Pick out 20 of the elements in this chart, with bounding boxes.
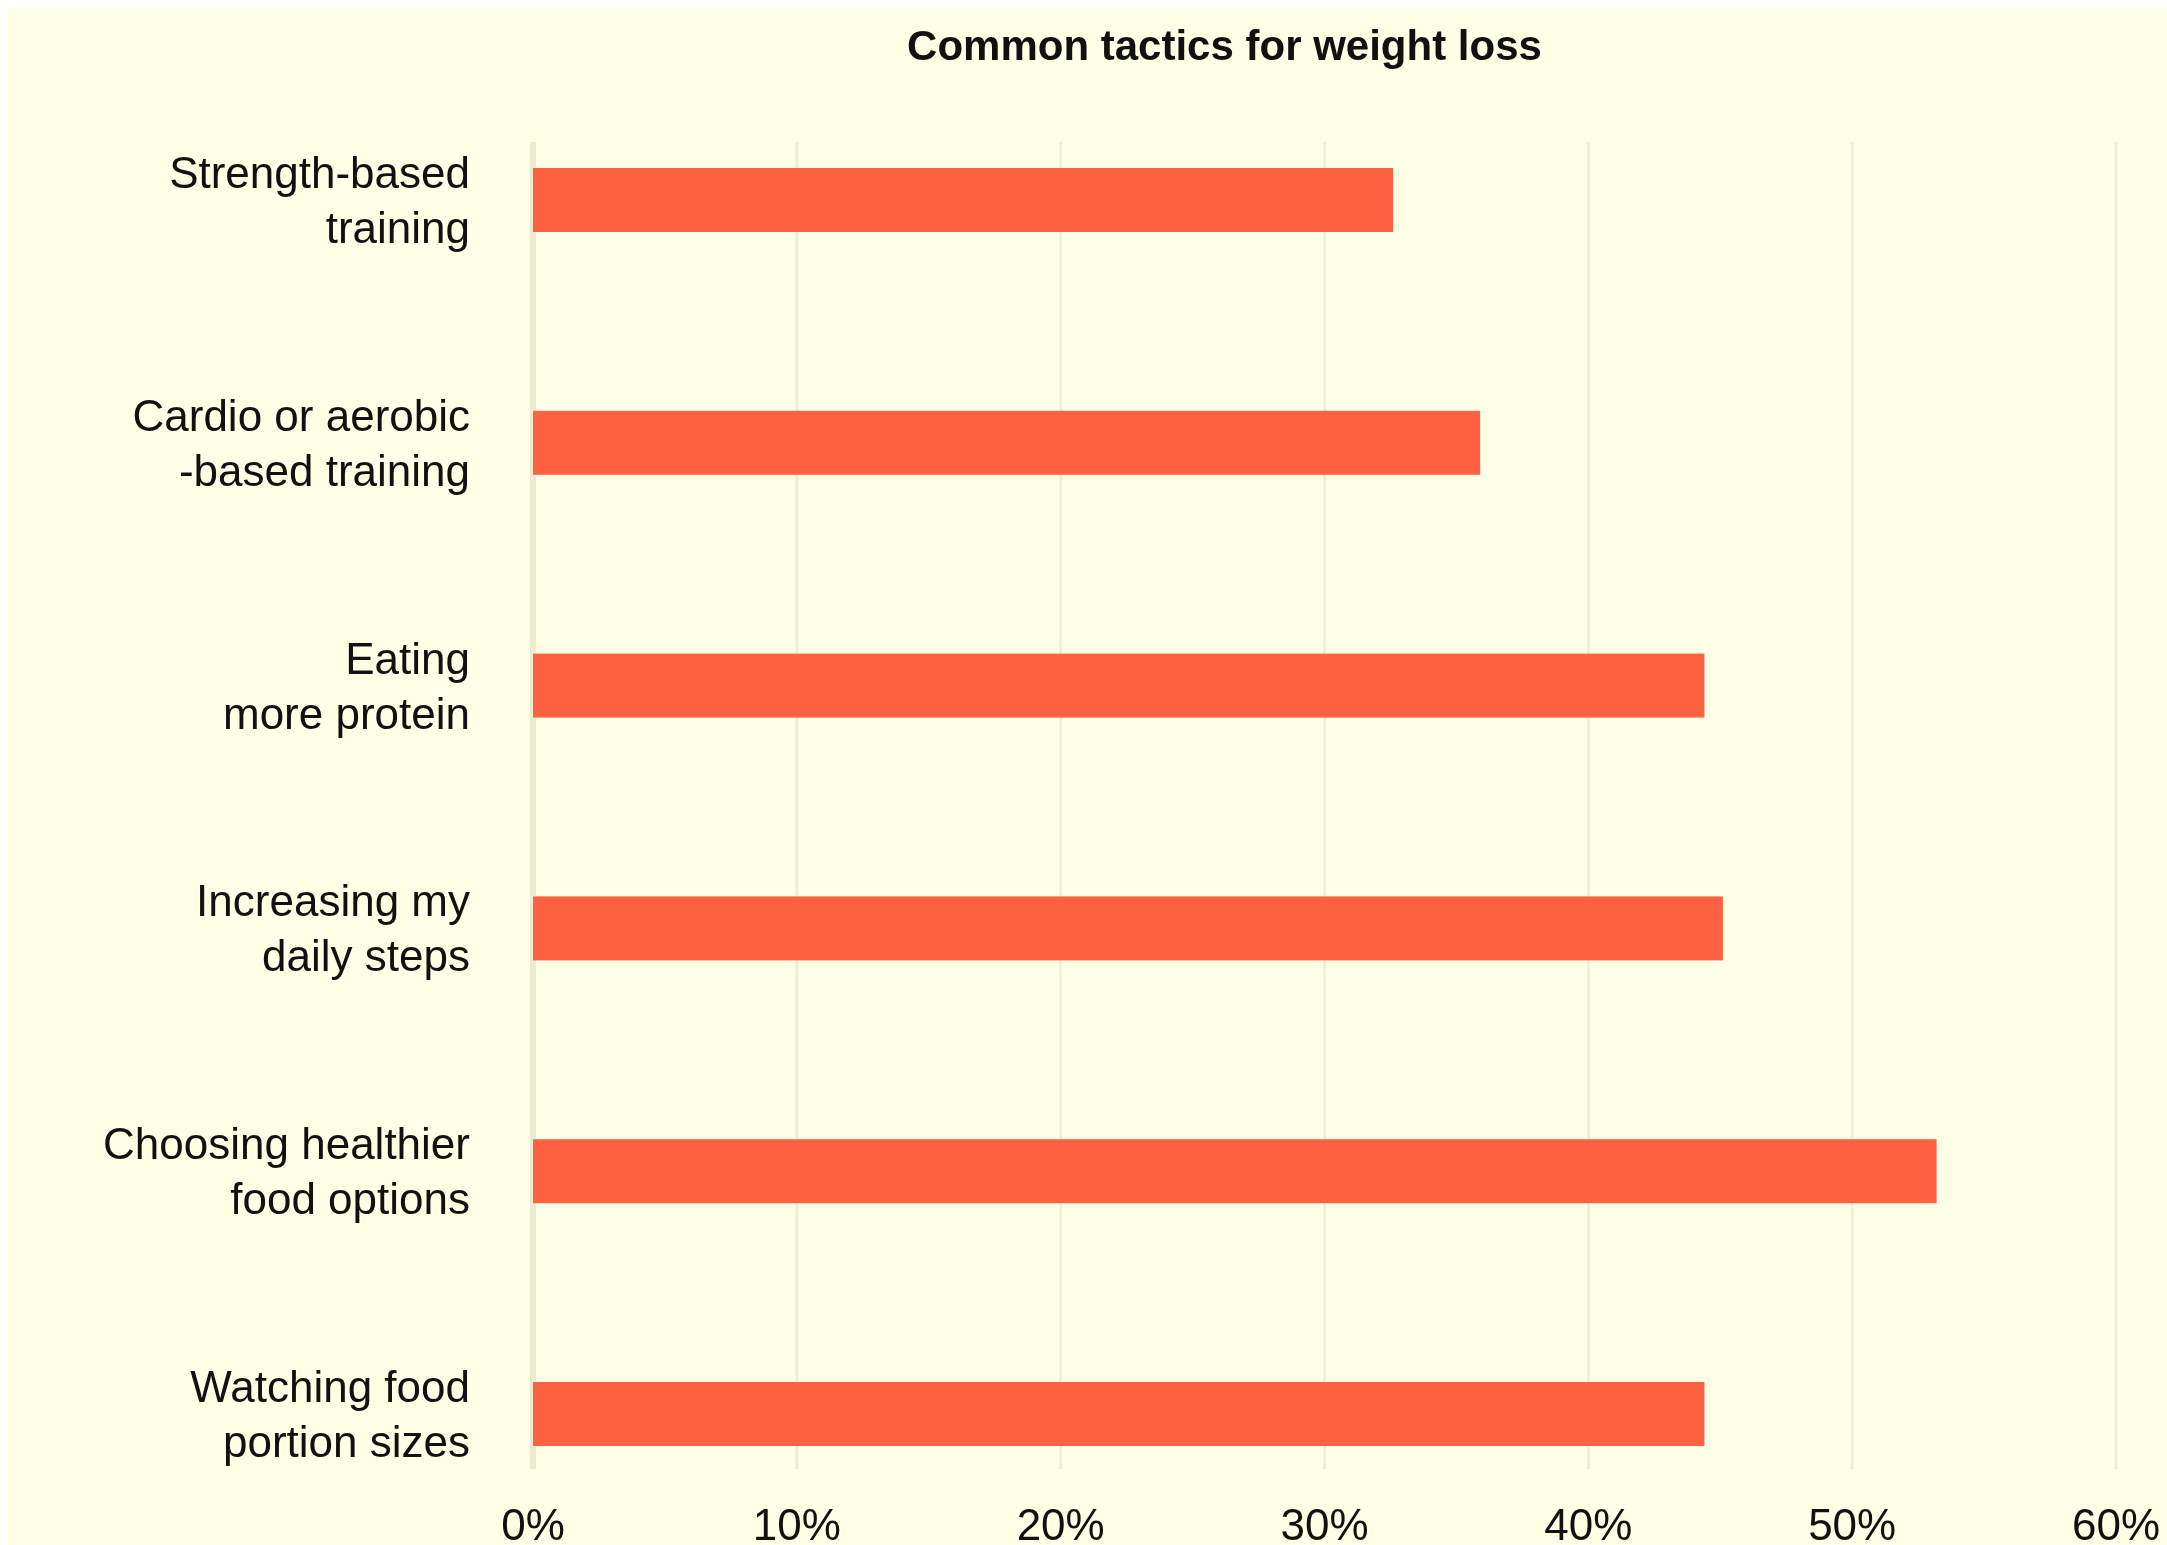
bar [533,1139,1937,1204]
bar [533,896,1723,961]
y-tick-label: Eating more protein [222,633,470,738]
y-tick-label: Cardio or aerobic -based training [132,390,470,495]
x-tick-label: 30% [1280,1500,1369,1545]
x-tick-label: 50% [1808,1500,1897,1545]
y-tick-label: Watching food portion sizes [190,1361,470,1466]
bar [533,168,1394,232]
bar [533,1382,1705,1446]
chart-title: Common tactics for weight loss [907,22,1542,69]
bar [533,653,1705,718]
y-tick-label: Strength-based training [169,147,470,252]
x-tick-label: 0% [501,1500,565,1545]
bar [533,410,1481,475]
x-tick-label: 20% [1016,1500,1105,1545]
x-tick-label: 40% [1544,1500,1633,1545]
x-tick-label: 60% [2071,1500,2161,1545]
y-tick-label: Choosing healthier food options [103,1119,470,1224]
y-tick-label: Increasing my daily steps [196,876,470,981]
x-tick-label: 10% [752,1500,841,1545]
